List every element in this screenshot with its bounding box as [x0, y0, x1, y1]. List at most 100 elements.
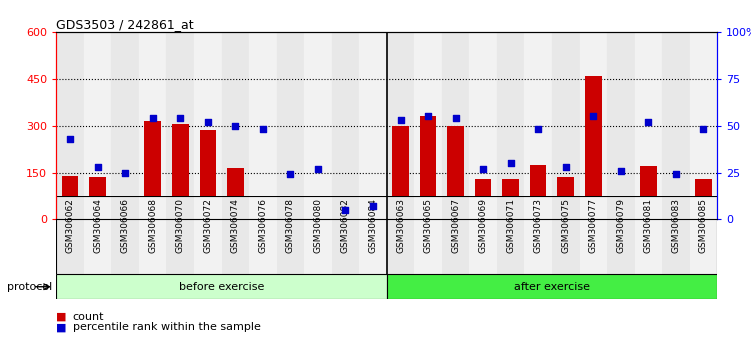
- Point: [532, 127, 544, 132]
- Bar: [524, 196, 552, 274]
- Text: GSM306068: GSM306068: [148, 198, 157, 253]
- Bar: [387, 32, 415, 219]
- Text: GSM306081: GSM306081: [644, 198, 653, 253]
- Point: [505, 160, 517, 166]
- Text: GSM306070: GSM306070: [176, 198, 185, 253]
- Bar: [695, 179, 712, 219]
- Point: [367, 204, 379, 209]
- Bar: [607, 196, 635, 274]
- Text: GSM306067: GSM306067: [451, 198, 460, 253]
- Point: [229, 123, 241, 129]
- Bar: [167, 32, 194, 219]
- Bar: [167, 196, 194, 274]
- Bar: [689, 196, 717, 274]
- Text: before exercise: before exercise: [179, 282, 264, 292]
- Point: [146, 115, 158, 121]
- Bar: [84, 196, 111, 274]
- Bar: [139, 32, 167, 219]
- Bar: [56, 274, 387, 299]
- Text: GSM306066: GSM306066: [121, 198, 130, 253]
- Bar: [415, 32, 442, 219]
- Bar: [309, 212, 326, 219]
- Bar: [552, 196, 580, 274]
- Text: GSM306074: GSM306074: [231, 198, 240, 253]
- Text: ■: ■: [56, 312, 71, 322]
- Bar: [227, 168, 243, 219]
- Bar: [276, 32, 304, 219]
- Point: [64, 136, 76, 142]
- Point: [450, 115, 462, 121]
- Text: GSM306065: GSM306065: [424, 198, 433, 253]
- Text: GSM306073: GSM306073: [534, 198, 543, 253]
- Point: [559, 164, 572, 170]
- Bar: [557, 177, 574, 219]
- Bar: [222, 196, 249, 274]
- Point: [312, 166, 324, 172]
- Text: GSM306064: GSM306064: [93, 198, 102, 253]
- Text: GSM306080: GSM306080: [313, 198, 322, 253]
- Bar: [415, 196, 442, 274]
- Bar: [530, 165, 547, 219]
- Bar: [111, 196, 139, 274]
- Bar: [662, 32, 689, 219]
- Point: [477, 166, 489, 172]
- Bar: [172, 124, 189, 219]
- Bar: [607, 32, 635, 219]
- Text: GSM306076: GSM306076: [258, 198, 267, 253]
- Bar: [139, 196, 167, 274]
- Text: GSM306084: GSM306084: [369, 198, 378, 253]
- Bar: [420, 116, 436, 219]
- Bar: [249, 32, 276, 219]
- Bar: [337, 196, 354, 219]
- Bar: [359, 196, 387, 274]
- Text: GSM306079: GSM306079: [617, 198, 626, 253]
- Text: after exercise: after exercise: [514, 282, 590, 292]
- Bar: [304, 32, 332, 219]
- Point: [587, 113, 599, 119]
- Text: GDS3503 / 242861_at: GDS3503 / 242861_at: [56, 18, 194, 31]
- Text: GSM306069: GSM306069: [478, 198, 487, 253]
- Bar: [144, 121, 161, 219]
- Bar: [502, 179, 519, 219]
- Bar: [442, 32, 469, 219]
- Bar: [635, 196, 662, 274]
- Text: GSM306085: GSM306085: [699, 198, 708, 253]
- Text: ■: ■: [56, 322, 71, 332]
- Bar: [249, 196, 276, 274]
- Text: GSM306063: GSM306063: [396, 198, 405, 253]
- Bar: [689, 32, 717, 219]
- Text: GSM306078: GSM306078: [286, 198, 295, 253]
- Point: [202, 119, 214, 125]
- Bar: [585, 76, 602, 219]
- Bar: [111, 32, 139, 219]
- Bar: [117, 201, 134, 219]
- Bar: [580, 32, 607, 219]
- Point: [670, 172, 682, 177]
- Point: [698, 127, 710, 132]
- Point: [119, 170, 131, 175]
- Bar: [387, 196, 415, 274]
- Bar: [56, 32, 84, 219]
- Bar: [442, 196, 469, 274]
- Bar: [662, 196, 689, 274]
- Text: GSM306083: GSM306083: [671, 198, 680, 253]
- Bar: [282, 204, 299, 219]
- Point: [615, 168, 627, 173]
- Bar: [332, 196, 359, 274]
- Text: count: count: [73, 312, 104, 322]
- Text: protocol: protocol: [8, 282, 53, 292]
- Bar: [84, 32, 111, 219]
- Bar: [255, 199, 271, 219]
- Text: GSM306062: GSM306062: [65, 198, 74, 253]
- Bar: [448, 126, 464, 219]
- Text: GSM306071: GSM306071: [506, 198, 515, 253]
- Point: [257, 127, 269, 132]
- Bar: [552, 32, 580, 219]
- Point: [285, 172, 297, 177]
- Bar: [365, 218, 382, 219]
- Bar: [580, 196, 607, 274]
- Bar: [668, 202, 684, 219]
- Bar: [222, 32, 249, 219]
- Bar: [359, 32, 387, 219]
- Bar: [304, 196, 332, 274]
